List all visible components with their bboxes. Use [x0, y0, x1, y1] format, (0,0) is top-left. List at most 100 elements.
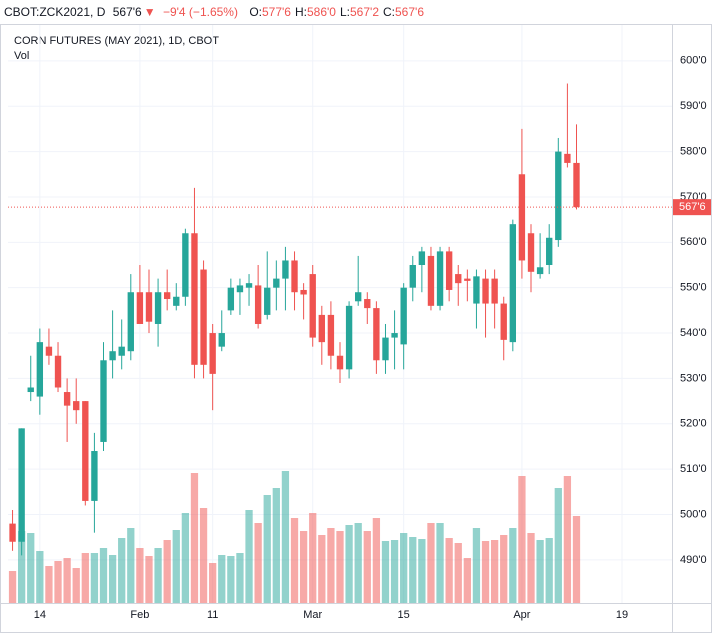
ohlc-label: H:	[294, 5, 307, 19]
volume-bar	[318, 535, 326, 603]
candle-body	[564, 153, 571, 163]
candle-body	[527, 233, 535, 272]
y-tick-label: 580'0	[680, 145, 707, 157]
volume-bar	[99, 548, 108, 603]
candle-body	[345, 305, 353, 370]
candle-body	[127, 292, 134, 352]
volume-bar	[145, 556, 153, 603]
candle-body	[27, 387, 34, 393]
candle-body	[254, 285, 262, 324]
chart-title: CORN FUTURES (MAY 2021), 1D, CBOT	[14, 35, 219, 47]
candle-body	[118, 346, 125, 356]
candle-body	[227, 287, 235, 311]
candle-body	[191, 233, 198, 365]
candle-body	[18, 428, 25, 542]
grid	[8, 25, 672, 603]
volume-bar	[163, 540, 171, 603]
candle-body	[291, 260, 298, 293]
candle-body	[500, 303, 507, 340]
candle-body	[9, 523, 16, 542]
y-tick-label: 530'0	[680, 372, 707, 384]
volume-bar	[563, 476, 572, 603]
volume-bar	[254, 523, 262, 603]
volume-bar	[554, 488, 562, 603]
volume-bar	[181, 513, 190, 603]
volume-bar	[272, 488, 280, 603]
symbol: CBOT:ZCK2021, D	[4, 5, 106, 19]
volume-bar	[518, 476, 526, 603]
volume-bar	[481, 541, 490, 603]
candle-body	[218, 333, 225, 347]
volume-bar	[427, 523, 435, 603]
candle-body	[91, 451, 98, 501]
volume-bar	[436, 523, 444, 603]
candle-body	[445, 251, 453, 290]
candle-body	[391, 333, 398, 338]
candle-body	[200, 269, 207, 365]
candle-body	[455, 274, 462, 284]
volume-bar	[81, 553, 89, 603]
volume-bar	[327, 528, 335, 603]
ohlc-value: 577'6	[261, 5, 291, 19]
price: 567'6	[112, 5, 142, 19]
volume-bar	[409, 537, 417, 603]
ohlc-value: 567'6	[395, 5, 424, 19]
volume-bar	[154, 548, 162, 603]
y-tick-label: 590'0	[680, 100, 707, 112]
y-tick-label: 520'0	[680, 418, 707, 430]
candle-body	[182, 233, 189, 297]
y-tick-label: 510'0	[680, 463, 707, 475]
volume-bar	[72, 568, 80, 603]
candle-body	[300, 289, 307, 295]
x-tick-label: 14	[34, 609, 46, 621]
x-tick-label: Mar	[303, 609, 322, 621]
volume-bar	[8, 571, 17, 603]
candle-body	[409, 265, 416, 288]
candle-body	[555, 151, 562, 241]
volume-bar	[45, 566, 53, 603]
y-tick-label: 540'0	[680, 327, 707, 339]
candle-body	[355, 292, 362, 302]
candle-body	[209, 333, 216, 374]
volume-bar	[299, 531, 308, 603]
volume-bar	[281, 471, 290, 603]
candle-body	[427, 255, 435, 306]
x-tick-label: 11	[207, 609, 218, 621]
candle-body	[327, 314, 335, 356]
candle-body	[373, 308, 380, 361]
x-tick-label: 15	[398, 609, 410, 621]
header: CBOT:ZCK2021, D 567'6 ▼ −9'4 (−1.65%) O:5…	[0, 0, 720, 24]
volume-bar	[199, 508, 208, 603]
volume-bar	[354, 523, 362, 603]
x-tick-label: Feb	[130, 609, 149, 621]
candle-body	[163, 292, 171, 300]
volume-bar	[290, 518, 299, 603]
candle-body	[364, 299, 371, 309]
candle-body	[436, 251, 444, 306]
candle-body	[73, 401, 80, 411]
ohlc-label: O:	[249, 5, 262, 19]
volume-bar	[536, 540, 544, 603]
volume-bar	[136, 548, 144, 603]
volume-bar	[118, 538, 126, 603]
y-tick-label: 490'0	[680, 554, 707, 566]
volume-bar	[227, 556, 235, 603]
candle-body	[518, 174, 526, 261]
candle-body	[482, 278, 489, 304]
arrow: ▼	[143, 5, 156, 19]
volume-bar	[245, 510, 253, 603]
volume-bar	[18, 531, 26, 603]
volume-bar	[209, 563, 217, 603]
candle-body	[154, 292, 162, 324]
volume-bar	[54, 561, 62, 603]
candle-body	[45, 346, 53, 356]
volume-bar	[36, 551, 44, 603]
y-tick-label: 500'0	[680, 508, 707, 520]
volume-bar	[490, 540, 499, 603]
volume-bar	[572, 516, 581, 603]
ohlc-value: 586'0	[306, 5, 336, 19]
candle-body	[509, 224, 517, 343]
candle-body	[473, 276, 480, 304]
volume-bar	[527, 533, 535, 603]
